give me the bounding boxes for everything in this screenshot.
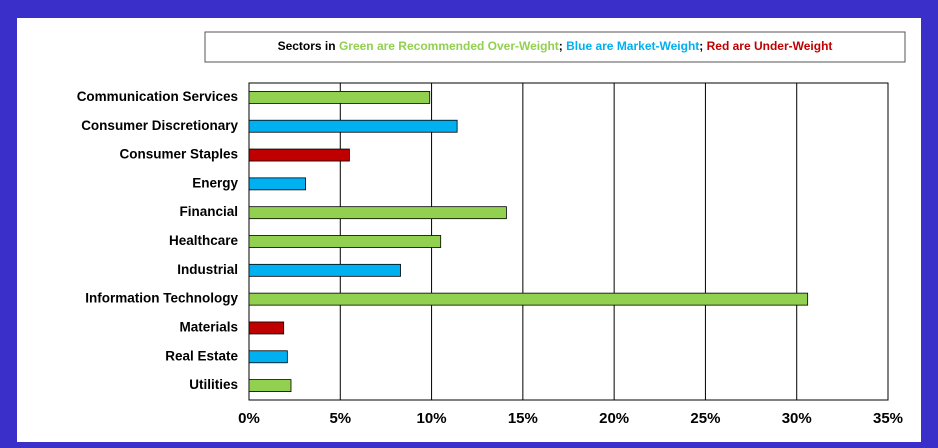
legend-part: ; xyxy=(699,39,706,53)
bar xyxy=(248,292,809,306)
x-tick-label: 35% xyxy=(873,410,903,427)
legend-part: Red are Under-Weight xyxy=(707,39,833,53)
bar xyxy=(248,263,401,277)
x-tick-label: 15% xyxy=(508,410,538,427)
bar xyxy=(248,119,458,133)
bar xyxy=(248,148,350,162)
x-tick-label: 10% xyxy=(417,410,447,427)
bar xyxy=(248,321,285,335)
y-tick-label: Real Estate xyxy=(165,348,238,363)
bar xyxy=(248,235,442,248)
panel xyxy=(17,18,921,442)
x-tick-label: 5% xyxy=(329,410,351,427)
x-tick-label: 25% xyxy=(690,410,720,427)
y-tick-label: Utilities xyxy=(189,377,238,392)
legend-box xyxy=(204,31,906,63)
x-tick-label: 30% xyxy=(782,410,812,427)
y-tick-label: Communication Services xyxy=(77,89,238,104)
y-tick-label: Consumer Discretionary xyxy=(81,118,238,133)
x-tick-label: 0% xyxy=(238,410,260,427)
y-tick-label: Healthcare xyxy=(169,233,239,248)
y-tick-label: Energy xyxy=(192,175,238,190)
y-tick-label: Information Technology xyxy=(85,291,238,306)
legend-part: Blue are Market-Weight xyxy=(566,39,699,53)
x-tick-label: 20% xyxy=(599,410,629,427)
bar xyxy=(248,177,306,191)
y-tick-label: Financial xyxy=(179,204,238,219)
legend-part: Sectors in xyxy=(278,39,339,53)
bar xyxy=(248,379,292,392)
legend-part: Green are Recommended Over-Weight xyxy=(339,39,559,53)
y-tick-label: Materials xyxy=(179,320,238,335)
bar xyxy=(248,206,507,220)
legend-part: ; xyxy=(559,39,566,53)
y-tick-label: Consumer Staples xyxy=(119,147,238,162)
y-tick-label: Industrial xyxy=(177,262,238,277)
bar xyxy=(248,91,431,104)
bar xyxy=(248,350,288,364)
legend: Sectors in Green are Recommended Over-We… xyxy=(278,39,833,53)
